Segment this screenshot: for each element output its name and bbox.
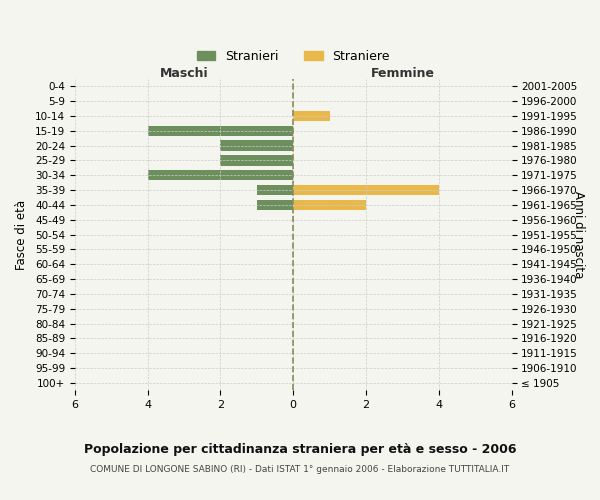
Y-axis label: Anni di nascita: Anni di nascita — [572, 191, 585, 278]
Text: COMUNE DI LONGONE SABINO (RI) - Dati ISTAT 1° gennaio 2006 - Elaborazione TUTTIT: COMUNE DI LONGONE SABINO (RI) - Dati IST… — [91, 465, 509, 474]
Bar — [220, 140, 293, 150]
Bar — [148, 126, 293, 136]
Text: Maschi: Maschi — [160, 66, 208, 80]
Bar — [220, 155, 293, 166]
Bar — [293, 185, 439, 195]
Legend: Stranieri, Straniere: Stranieri, Straniere — [191, 44, 395, 68]
Bar — [293, 110, 329, 121]
Text: Femmine: Femmine — [370, 66, 434, 80]
Bar — [148, 170, 293, 180]
Text: Popolazione per cittadinanza straniera per età e sesso - 2006: Popolazione per cittadinanza straniera p… — [84, 442, 516, 456]
Bar — [293, 200, 366, 210]
Y-axis label: Fasce di età: Fasce di età — [15, 200, 28, 270]
Bar — [257, 200, 293, 210]
Bar — [257, 185, 293, 195]
